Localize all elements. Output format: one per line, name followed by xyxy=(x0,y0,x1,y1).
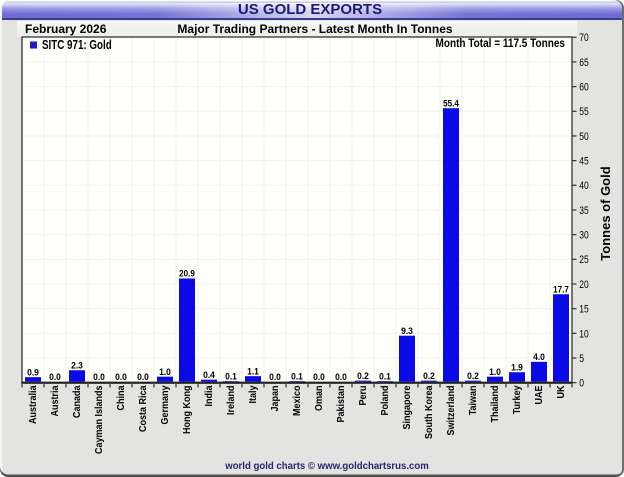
svg-text:South Korea: South Korea xyxy=(424,385,435,439)
svg-text:Ireland: Ireland xyxy=(226,386,237,416)
svg-text:Switzerland: Switzerland xyxy=(446,386,457,436)
svg-text:Taiwan: Taiwan xyxy=(468,386,479,416)
svg-text:0.4: 0.4 xyxy=(203,370,215,380)
svg-text:Oman: Oman xyxy=(314,386,325,412)
svg-text:0.1: 0.1 xyxy=(379,371,391,381)
svg-text:Month Total = 117.5 Tonnes: Month Total = 117.5 Tonnes xyxy=(436,36,566,50)
svg-text:Canada: Canada xyxy=(72,385,83,418)
svg-text:1.9: 1.9 xyxy=(511,362,523,372)
svg-text:45: 45 xyxy=(579,156,589,168)
svg-text:65: 65 xyxy=(579,57,589,69)
svg-text:0: 0 xyxy=(579,378,584,390)
svg-text:55: 55 xyxy=(579,106,589,118)
svg-text:1.1: 1.1 xyxy=(247,366,259,376)
svg-text:2.3: 2.3 xyxy=(71,360,83,370)
svg-text:0.2: 0.2 xyxy=(467,371,479,381)
svg-text:0.0: 0.0 xyxy=(313,372,325,382)
svg-text:Costa Rica: Costa Rica xyxy=(138,385,149,432)
svg-text:Peru: Peru xyxy=(358,386,369,406)
svg-text:China: China xyxy=(116,385,127,410)
svg-text:Austria: Austria xyxy=(50,385,61,416)
svg-text:0.0: 0.0 xyxy=(115,372,127,382)
svg-text:Australia: Australia xyxy=(28,385,39,424)
svg-text:Hong Kong: Hong Kong xyxy=(182,386,193,435)
svg-text:Tonnes of Gold: Tonnes of Gold xyxy=(598,166,613,260)
svg-text:SITC 971: Gold: SITC 971: Gold xyxy=(42,38,112,52)
svg-text:Thailand: Thailand xyxy=(490,386,501,423)
svg-text:10: 10 xyxy=(579,328,589,340)
svg-text:0.0: 0.0 xyxy=(335,372,347,382)
svg-text:UAE: UAE xyxy=(534,385,545,404)
svg-text:Turkey: Turkey xyxy=(512,385,523,414)
svg-text:India: India xyxy=(204,385,215,406)
svg-text:UK: UK xyxy=(556,385,567,399)
svg-text:0.1: 0.1 xyxy=(291,371,303,381)
svg-text:20: 20 xyxy=(579,279,589,291)
svg-text:25: 25 xyxy=(579,254,589,266)
svg-text:1.0: 1.0 xyxy=(489,367,501,377)
svg-text:9.3: 9.3 xyxy=(401,326,413,336)
svg-text:Cayman Islands: Cayman Islands xyxy=(94,385,105,454)
svg-text:Italy: Italy xyxy=(248,385,259,403)
svg-text:0.9: 0.9 xyxy=(27,367,39,377)
svg-text:Japan: Japan xyxy=(270,386,281,412)
svg-text:15: 15 xyxy=(579,304,589,316)
svg-text:1.0: 1.0 xyxy=(159,367,171,377)
svg-text:20.9: 20.9 xyxy=(179,269,195,279)
svg-text:30: 30 xyxy=(579,230,589,242)
svg-text:40: 40 xyxy=(579,180,589,192)
svg-text:55.4: 55.4 xyxy=(443,98,459,108)
svg-text:0.0: 0.0 xyxy=(269,372,281,382)
svg-text:35: 35 xyxy=(579,205,589,217)
svg-text:4.0: 4.0 xyxy=(533,352,545,362)
svg-text:0.0: 0.0 xyxy=(93,372,105,382)
svg-text:17.7: 17.7 xyxy=(553,284,569,294)
svg-text:Poland: Poland xyxy=(380,386,391,416)
svg-text:0.2: 0.2 xyxy=(357,371,369,381)
svg-text:0.1: 0.1 xyxy=(225,371,237,381)
svg-text:Mexico: Mexico xyxy=(292,386,303,417)
svg-text:Singapore: Singapore xyxy=(402,385,413,429)
svg-text:0.0: 0.0 xyxy=(49,372,61,382)
svg-text:Germany: Germany xyxy=(160,385,171,424)
svg-text:60: 60 xyxy=(579,82,589,94)
svg-text:50: 50 xyxy=(579,131,589,143)
svg-text:Pakistan: Pakistan xyxy=(336,386,347,423)
svg-text:70: 70 xyxy=(579,32,589,44)
svg-text:5: 5 xyxy=(579,353,584,365)
svg-text:0.0: 0.0 xyxy=(137,372,149,382)
svg-text:0.2: 0.2 xyxy=(423,371,435,381)
